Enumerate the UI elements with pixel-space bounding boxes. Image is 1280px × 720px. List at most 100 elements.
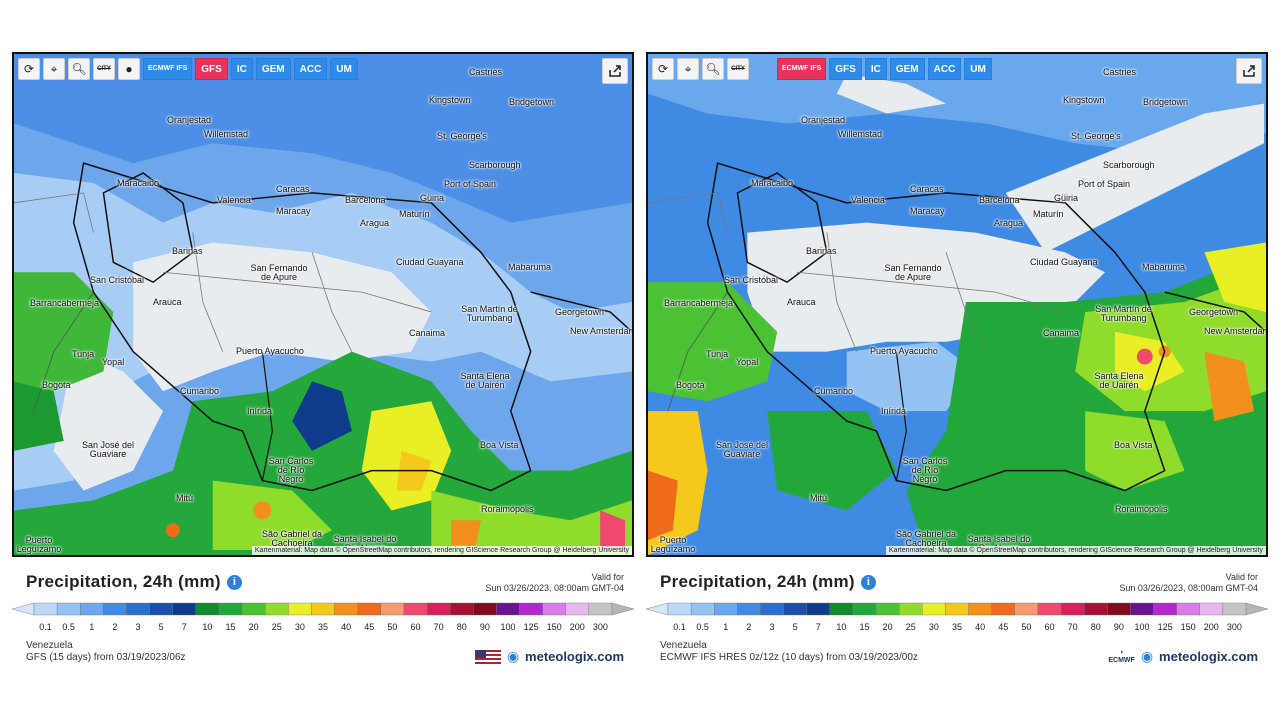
city-label: Güiria (420, 193, 445, 203)
brand-block: ◖ ECMWF ◉ meteologix.com (1108, 648, 1258, 665)
model-button-gem[interactable]: GEM (889, 58, 925, 80)
city-label: Güiria (1054, 193, 1079, 203)
scale-tick-label: 20 (882, 622, 893, 632)
city-label: Caracas (910, 184, 944, 194)
model-button-acc[interactable]: ACC (927, 58, 962, 80)
model-button-acc[interactable]: ACC (293, 58, 328, 80)
city-label: Bridgetown (1143, 97, 1189, 107)
city-label: Aragua (360, 218, 390, 228)
city-label: Tunja (706, 349, 729, 359)
city-label: Caracas (276, 184, 310, 194)
scale-tick-label: 60 (410, 622, 421, 632)
city-label: San José del Guaviare (715, 440, 769, 459)
model-button-um[interactable]: UM (330, 58, 358, 80)
panel-gfs: ⟳ ⌖ 🔍︎ CITY ● ECMWF IFS GFS IC GEM ACC U… (12, 52, 634, 672)
model-run-info: GFS (15 days) from 03/19/2023/06z (26, 652, 186, 663)
city-label: San Carlos de Río Negro (902, 456, 948, 484)
valid-label: Valid for (591, 572, 624, 582)
color-scale (646, 602, 1268, 616)
city-toggle-icon[interactable]: CITY (727, 58, 749, 80)
model-button-gfs[interactable]: GFS (829, 58, 862, 80)
scale-tick-label: 80 (1090, 622, 1101, 632)
map-graphic (14, 54, 632, 555)
city-label: Maturín (399, 209, 430, 219)
scale-tick-label: 30 (294, 622, 305, 632)
run-info-block: Venezuela ECMWF IFS HRES 0z/12z (10 days… (660, 640, 918, 664)
precipitation-map[interactable]: ⟳ ⌖ 🔍︎ CITY ECMWF IFS GFS IC GEM ACC UM … (646, 52, 1268, 557)
city-label: San Fernando de Apure (250, 263, 308, 282)
city-label: San Martín de Turumbang (461, 304, 518, 323)
share-icon[interactable] (602, 58, 628, 84)
scale-tick-label: 45 (364, 622, 375, 632)
map-graphic (648, 54, 1266, 555)
scale-swatch (737, 602, 761, 616)
scale-tick-label: 7 (181, 622, 187, 632)
info-icon[interactable]: i (860, 575, 876, 590)
zoom-icon[interactable]: 🔍︎ (68, 58, 90, 80)
scale-tick-label: 60 (1044, 622, 1055, 632)
city-label: Bridgetown (509, 97, 555, 107)
model-button-ic[interactable]: IC (864, 58, 887, 80)
city-label: Willemstad (204, 129, 249, 139)
scale-swatch (473, 602, 497, 616)
refresh-icon[interactable]: ⟳ (18, 58, 40, 80)
map-attribution: Kartenmaterial: Map data © OpenStreetMap… (885, 546, 1266, 555)
city-label: Scarborough (469, 160, 521, 170)
city-label: St. George's (1071, 131, 1121, 141)
scale-swatch (149, 602, 173, 616)
city-label: New Amsterdam (1204, 326, 1268, 336)
city-label: New Amsterdam (570, 326, 634, 336)
city-label: San Cristóbal (90, 275, 145, 285)
scale-tick-label: 125 (523, 622, 539, 632)
model-button-ecmwf[interactable]: ECMWF IFS (777, 58, 827, 80)
scale-swatch (898, 602, 923, 616)
run-info-block: Venezuela GFS (15 days) from 03/19/2023/… (26, 640, 186, 664)
scale-tick-label: 2 (112, 622, 118, 632)
scale-swatch (103, 602, 127, 616)
model-button-gem[interactable]: GEM (255, 58, 291, 80)
city-label: Scarborough (1103, 160, 1155, 170)
scale-labels: 0.1 0.5 1 2 3 5 7 10 15 20 25 30 35 40 45 50 60 70 80 90 100… (12, 622, 634, 634)
scale-tick-label: 1 (723, 622, 729, 632)
scale-swatch (1176, 602, 1200, 616)
dot-icon[interactable]: ● (118, 58, 140, 80)
refresh-icon[interactable]: ⟳ (652, 58, 674, 80)
city-label: Tunja (72, 349, 95, 359)
scale-swatch (1153, 602, 1177, 616)
brand-name[interactable]: meteologix.com (525, 649, 624, 664)
share-icon[interactable] (1236, 58, 1262, 84)
scale-tick-label: 200 (1203, 622, 1219, 632)
scale-tick-label: 100 (1134, 622, 1150, 632)
scale-swatch (714, 602, 738, 616)
city-label: São Gabriel da Cachoeira (895, 529, 957, 548)
info-icon[interactable]: i (226, 575, 242, 590)
city-label: Maturín (1033, 209, 1064, 219)
scale-swatch (968, 602, 992, 616)
map-title: Precipitation, 24h (mm) (660, 572, 855, 591)
city-label: San Carlos de Río Negro (268, 456, 314, 484)
location-pin-icon[interactable]: ⌖ (43, 58, 65, 80)
city-label: Mitú (176, 493, 194, 503)
zoom-icon[interactable]: 🔍︎ (702, 58, 724, 80)
city-label: Mabaruma (1142, 262, 1186, 272)
scale-tick-label: 90 (479, 622, 490, 632)
city-label: Maracaibo (751, 178, 794, 188)
city-label: Canaima (409, 328, 446, 338)
model-button-um[interactable]: UM (964, 58, 992, 80)
location-pin-icon[interactable]: ⌖ (677, 58, 699, 80)
model-button-gfs[interactable]: GFS (195, 58, 228, 80)
brand-name[interactable]: meteologix.com (1159, 649, 1258, 664)
scale-tick-label: 3 (135, 622, 141, 632)
city-label: St. George's (437, 131, 487, 141)
scale-tick-label: 35 (317, 622, 329, 632)
color-scale (12, 602, 634, 616)
model-button-ic[interactable]: IC (230, 58, 253, 80)
city-label: Maracay (910, 206, 945, 216)
model-button-ecmwf[interactable]: ECMWF IFS (143, 58, 193, 80)
valid-time: Sun 03/26/2023, 08:00am GMT-04 (485, 583, 624, 593)
city-toggle-icon[interactable]: CITY (93, 58, 115, 80)
scale-swatch (403, 602, 428, 616)
precipitation-map[interactable]: ⟳ ⌖ 🔍︎ CITY ● ECMWF IFS GFS IC GEM ACC U… (12, 52, 634, 557)
scale-swatch (991, 602, 1015, 616)
ecmwf-logo-icon: ◖ ECMWF (1108, 648, 1135, 664)
